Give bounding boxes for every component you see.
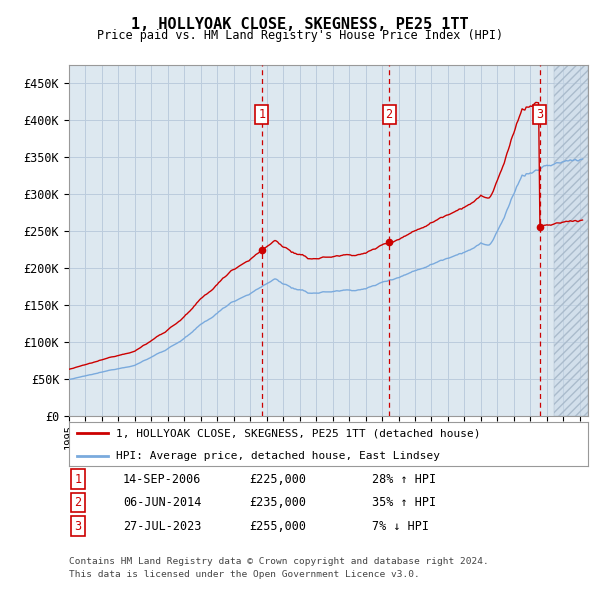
Text: 7% ↓ HPI: 7% ↓ HPI	[372, 520, 429, 533]
Text: Price paid vs. HM Land Registry's House Price Index (HPI): Price paid vs. HM Land Registry's House …	[97, 30, 503, 42]
Text: 06-JUN-2014: 06-JUN-2014	[123, 496, 202, 509]
Text: 1, HOLLYOAK CLOSE, SKEGNESS, PE25 1TT (detached house): 1, HOLLYOAK CLOSE, SKEGNESS, PE25 1TT (d…	[116, 428, 480, 438]
Text: 1: 1	[259, 108, 265, 121]
Text: 3: 3	[74, 520, 82, 533]
Text: HPI: Average price, detached house, East Lindsey: HPI: Average price, detached house, East…	[116, 451, 440, 461]
Text: 1, HOLLYOAK CLOSE, SKEGNESS, PE25 1TT: 1, HOLLYOAK CLOSE, SKEGNESS, PE25 1TT	[131, 17, 469, 31]
Text: 27-JUL-2023: 27-JUL-2023	[123, 520, 202, 533]
Text: 35% ↑ HPI: 35% ↑ HPI	[372, 496, 436, 509]
Text: £255,000: £255,000	[249, 520, 306, 533]
Text: 1: 1	[74, 473, 82, 486]
Text: 3: 3	[536, 108, 543, 121]
Text: £225,000: £225,000	[249, 473, 306, 486]
Text: This data is licensed under the Open Government Licence v3.0.: This data is licensed under the Open Gov…	[69, 571, 420, 579]
Text: Contains HM Land Registry data © Crown copyright and database right 2024.: Contains HM Land Registry data © Crown c…	[69, 558, 489, 566]
Text: £235,000: £235,000	[249, 496, 306, 509]
Text: 2: 2	[74, 496, 82, 509]
Text: 14-SEP-2006: 14-SEP-2006	[123, 473, 202, 486]
Text: 2: 2	[386, 108, 392, 121]
Text: 28% ↑ HPI: 28% ↑ HPI	[372, 473, 436, 486]
